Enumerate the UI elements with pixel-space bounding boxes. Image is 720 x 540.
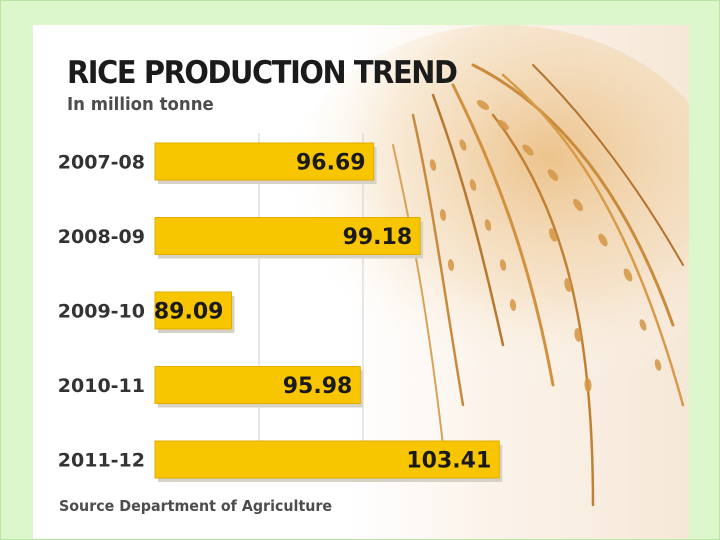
category-label: 2008-09 <box>58 226 145 248</box>
rice-plant-illustration <box>273 25 689 507</box>
infographic-panel: RICE PRODUCTION TREND In million tonne 2… <box>33 25 689 539</box>
bar <box>154 291 232 330</box>
chart-source: Source Department of Agriculture <box>59 497 333 515</box>
value-label: 89.09 <box>154 300 224 325</box>
bar <box>154 440 500 479</box>
category-label: 2007-08 <box>58 152 145 174</box>
bar <box>154 142 375 181</box>
value-label: 96.69 <box>296 151 366 176</box>
value-label: 103.41 <box>406 449 491 474</box>
chart-title: RICE PRODUCTION TREND <box>67 55 458 91</box>
category-label: 2009-10 <box>58 301 145 323</box>
category-label: 2010-11 <box>58 375 145 397</box>
chart-subtitle: In million tonne <box>67 94 214 115</box>
value-label: 95.98 <box>283 374 353 399</box>
bar <box>154 217 421 255</box>
bar-chart: 2007-08 96.69 2008-09 99.18 2009-10 89.09 2010… <box>58 133 503 482</box>
category-label: 2011-12 <box>58 450 145 472</box>
value-label: 99.18 <box>343 225 413 250</box>
bar <box>154 366 361 404</box>
